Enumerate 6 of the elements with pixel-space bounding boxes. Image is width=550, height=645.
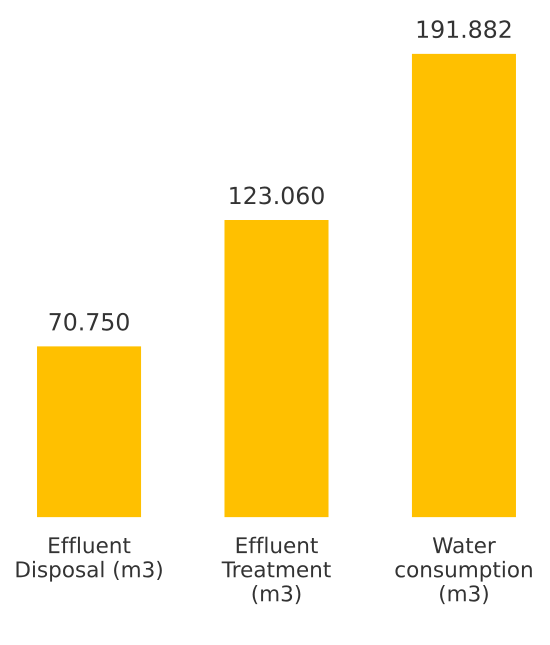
x-tick-label: Water consumption (m3)	[395, 537, 532, 604]
x-tick-label: Effluent Disposal (m3)	[16, 536, 162, 582]
data-label: 191.882	[418, 20, 510, 38]
data-label: 70.750	[50, 312, 129, 331]
data-label: 123.060	[230, 186, 324, 204]
x-tick-label: Effluent Treatment (m3)	[222, 536, 331, 604]
